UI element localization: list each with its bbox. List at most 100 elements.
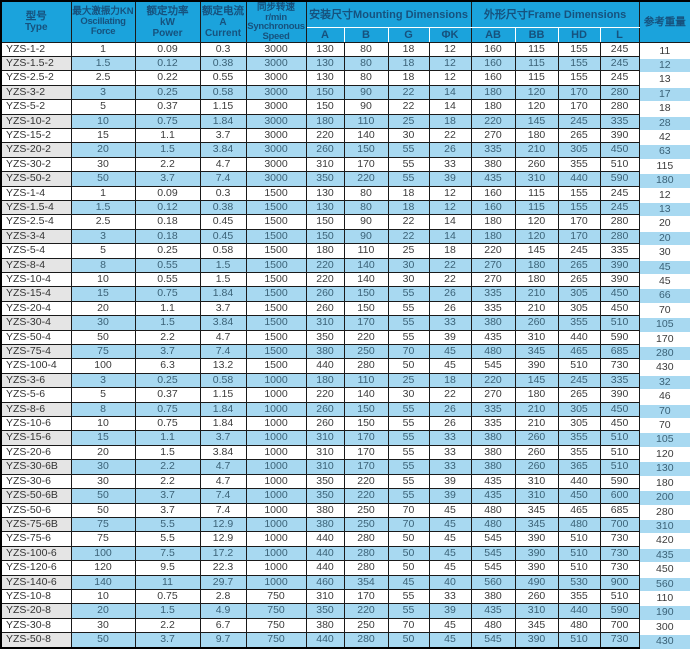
cell-type: YZS-5-2 [0,99,72,115]
cell-current: 1.84 [199,401,247,418]
cell-speed: 3000 [245,41,307,57]
cell-hd: 480 [557,516,601,533]
cell-phik: 26 [428,142,472,158]
cell-phik: 33 [428,588,472,605]
cell-l: 450 [599,300,640,317]
cell-weight: 280 [638,346,690,362]
cell-current: 3.7 [199,300,247,317]
cell-bb: 180 [514,387,559,403]
cell-b: 220 [343,473,389,490]
cell-a: 350 [305,488,345,504]
cell-weight: 46 [638,389,690,405]
cell-l: 510 [599,588,640,605]
cell-bb: 390 [514,632,559,649]
cell-ab: 435 [470,171,516,187]
cell-speed: 1500 [245,358,307,374]
cell-phik: 18 [428,372,472,389]
cell-ab: 435 [470,473,516,490]
col-header-ab: AB [470,26,516,43]
cell-force: 20 [70,444,136,461]
cell-phik: 39 [428,473,472,490]
cell-bb: 310 [514,473,559,490]
cell-weight: 435 [638,547,690,564]
cell-weight: 180 [638,475,690,492]
table-row: YZS-1.5-4 1.5 0.12 0.38 1500 130 80 18 12 160 115 1… [0,199,690,218]
cell-force: 2.5 [70,214,136,230]
cell-b: 250 [343,617,389,634]
cell-speed: 1000 [245,430,307,446]
cell-b: 110 [343,113,389,129]
cell-l: 510 [599,459,640,475]
cell-weight: 430 [638,360,690,376]
cell-b: 354 [343,574,389,590]
cell-current: 17.2 [199,545,247,562]
cell-b: 220 [343,488,389,504]
cell-g: 30 [387,387,430,403]
cell-speed: 1500 [245,199,307,216]
table-row: YZS-30-8 30 2.2 6.7 750 380 250 70 45 480 345 480 70… [0,617,690,636]
cell-hd: 305 [557,286,601,302]
cell-force: 20 [70,300,136,317]
cell-current: 4.7 [199,473,247,490]
cell-g: 55 [387,401,430,418]
cell-hd: 355 [557,444,601,461]
table-row: YZS-20-2 20 1.5 3.84 3000 260 150 55 26 335 210 305… [0,142,690,160]
table-row: YZS-75-6B 75 5.5 12.9 1000 380 250 70 45 480 345 48… [0,516,690,535]
cell-phik: 12 [428,70,472,86]
cell-a: 260 [305,286,345,302]
cell-phik: 39 [428,488,472,504]
cell-weight: 17 [638,86,690,103]
cell-hd: 305 [557,142,601,158]
cell-speed: 1500 [245,315,307,331]
cell-hd: 245 [557,372,601,389]
cell-type: YZS-75-6 [0,531,72,547]
cell-speed: 1000 [245,372,307,389]
cell-power: 0.75 [134,588,201,605]
cell-a: 130 [305,70,345,86]
cell-l: 280 [599,228,640,245]
cell-b: 80 [343,41,389,57]
cell-a: 310 [305,588,345,605]
table-row: YZS-15-4 15 0.75 1.84 1500 260 150 55 26 335 210 30… [0,286,690,304]
cell-bb: 120 [514,99,559,115]
cell-l: 450 [599,401,640,418]
cell-weight: 30 [638,245,690,261]
cell-current: 7.4 [199,502,247,518]
cell-l: 280 [599,214,640,230]
cell-phik: 39 [428,329,472,346]
cell-ab: 180 [470,99,516,115]
table-row: YZS-8-6 8 0.75 1.84 1000 260 150 55 26 335 210 305 4… [0,401,690,420]
col-header-bb: BB [514,26,559,43]
cell-g: 18 [387,70,430,86]
cell-g: 30 [387,271,430,288]
col-header-phik: ΦK [428,26,472,43]
cell-a: 310 [305,459,345,475]
cell-phik: 26 [428,286,472,302]
cell-phik: 45 [428,502,472,518]
table-row: YZS-50-6 50 3.7 7.4 1000 380 250 70 45 480 345 465 6… [0,502,690,520]
cell-bb: 180 [514,257,559,274]
cell-speed: 3000 [245,55,307,72]
cell-bb: 260 [514,459,559,475]
cell-weight: 170 [638,331,690,348]
cell-bb: 390 [514,560,559,576]
cell-l: 450 [599,416,640,432]
cell-bb: 120 [514,214,559,230]
cell-phik: 18 [428,113,472,129]
cell-type: YZS-3-4 [0,228,72,245]
cell-hd: 170 [557,214,601,230]
cell-type: YZS-140-6 [0,574,72,590]
cell-b: 150 [343,401,389,418]
cell-force: 75 [70,344,136,360]
cell-current: 1.84 [199,286,247,302]
cell-current: 1.15 [199,99,247,115]
cell-type: YZS-15-4 [0,286,72,302]
cell-power: 0.75 [134,113,201,129]
cell-current: 12.9 [199,516,247,533]
cell-phik: 26 [428,300,472,317]
cell-b: 110 [343,243,389,259]
cell-type: YZS-1.5-4 [0,199,72,216]
cell-g: 50 [387,358,430,374]
cell-l: 510 [599,430,640,446]
